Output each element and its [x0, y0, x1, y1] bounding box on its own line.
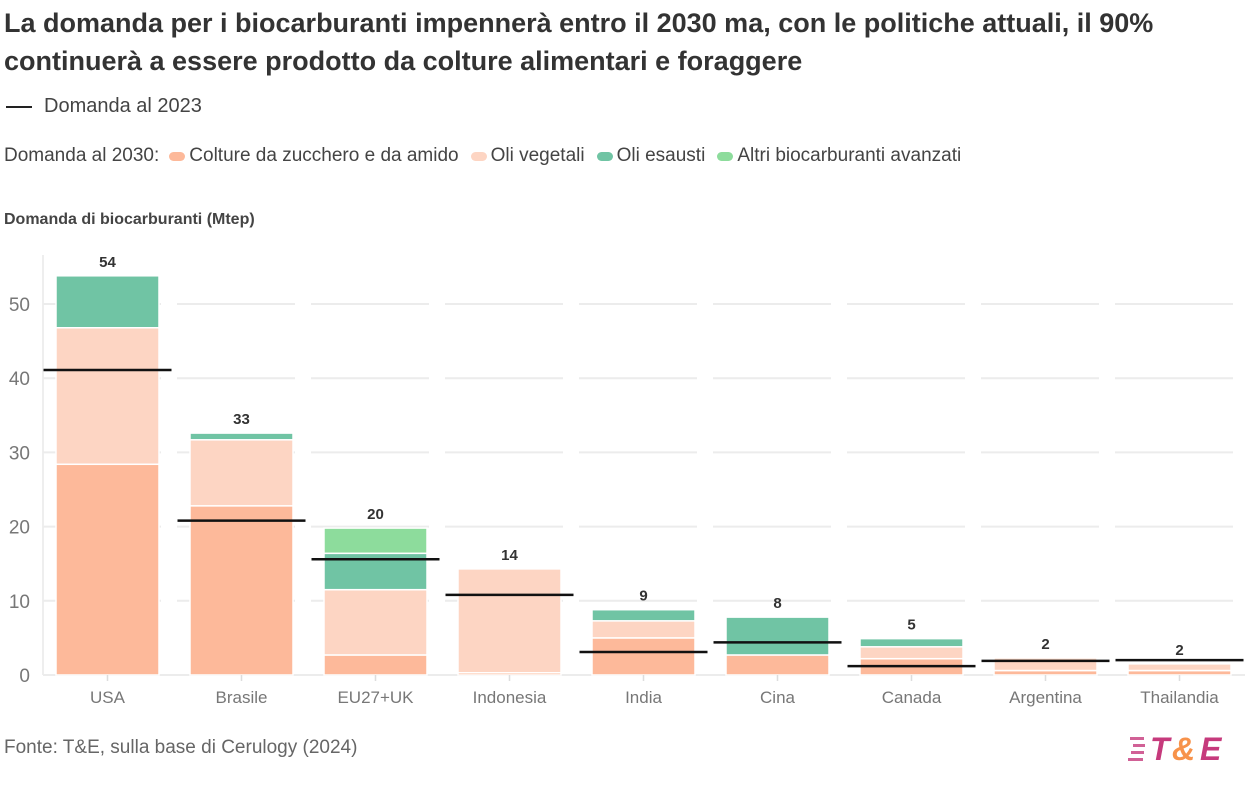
legend-item-label: Altri biocarburanti avanzati — [737, 145, 962, 166]
x-tick-label: USA — [90, 688, 126, 707]
bar-segment — [189, 432, 294, 441]
total-label: 5 — [907, 617, 915, 634]
bar-segment — [457, 568, 562, 674]
bar-segment — [55, 326, 160, 466]
legend-swatch — [717, 151, 734, 161]
legend-item-label: Oli esausti — [616, 145, 706, 166]
legend-2023: Domanda al 2023 — [6, 95, 202, 118]
x-tick-label: Argentina — [1009, 688, 1082, 707]
legend-item-label: Colture da zucchero e da amido — [189, 145, 459, 166]
total-label: 8 — [773, 595, 781, 612]
svg-text:&: & — [1172, 731, 1195, 766]
bar-segment — [859, 637, 964, 648]
svg-text:T: T — [1150, 731, 1172, 766]
total-label: 2 — [1041, 636, 1049, 653]
y-axis-title: Domanda di biocarburanti (Mtep) — [4, 211, 255, 228]
legend-2030-label: Domanda al 2030: — [4, 145, 160, 166]
legend-2023-label: Domanda al 2023 — [44, 95, 202, 117]
total-label: 33 — [233, 411, 250, 428]
bar-segment — [1127, 663, 1232, 672]
chart-title: La domanda per i biocarburanti impennerà… — [4, 8, 1154, 76]
x-tick-label: Thailandia — [1140, 688, 1219, 707]
bar-segment — [725, 654, 830, 676]
total-label: 2 — [1175, 642, 1183, 659]
bar-segment — [859, 646, 964, 660]
bar-segment — [189, 505, 294, 676]
bar-segment — [323, 588, 428, 656]
y-tick-label: 30 — [9, 443, 30, 464]
y-tick-label: 10 — [9, 592, 30, 613]
total-label: 54 — [99, 254, 116, 271]
legend-item-label: Oli vegetali — [490, 145, 585, 166]
bar-segment — [55, 463, 160, 676]
x-tick-label: Cina — [760, 688, 796, 707]
total-label: 14 — [501, 547, 518, 564]
y-tick-label: 20 — [9, 518, 30, 539]
bar-segment — [189, 439, 294, 507]
bar-segment — [323, 527, 428, 555]
source-note: Fonte: T&E, sulla base di Cerulogy (2024… — [4, 737, 358, 758]
y-tick-label: 40 — [9, 369, 30, 390]
bar-segment — [591, 608, 696, 622]
bar-segment — [591, 620, 696, 639]
bar-segment — [725, 616, 830, 656]
svg-text:E: E — [1200, 731, 1223, 766]
bar-segment — [55, 275, 160, 329]
line-swatch — [6, 105, 32, 108]
legend-swatch — [169, 151, 186, 161]
x-tick-label: India — [625, 688, 662, 707]
x-tick-label: Indonesia — [473, 688, 547, 707]
x-tick-label: Brasile — [216, 688, 268, 707]
total-label: 9 — [639, 588, 647, 605]
legend-swatch — [596, 151, 613, 161]
legend-2030: Domanda al 2030: Colture da zucchero e d… — [4, 145, 967, 167]
bar-segment — [591, 637, 696, 676]
x-tick-label: Canada — [882, 688, 942, 707]
x-tick-label: EU27+UK — [337, 688, 414, 707]
bar-segment — [323, 654, 428, 676]
legend-swatch — [470, 151, 487, 161]
total-label: 20 — [367, 506, 384, 523]
y-tick-label: 0 — [19, 666, 30, 687]
y-tick-label: 50 — [9, 295, 30, 316]
te-logo: T & E — [1128, 731, 1223, 766]
